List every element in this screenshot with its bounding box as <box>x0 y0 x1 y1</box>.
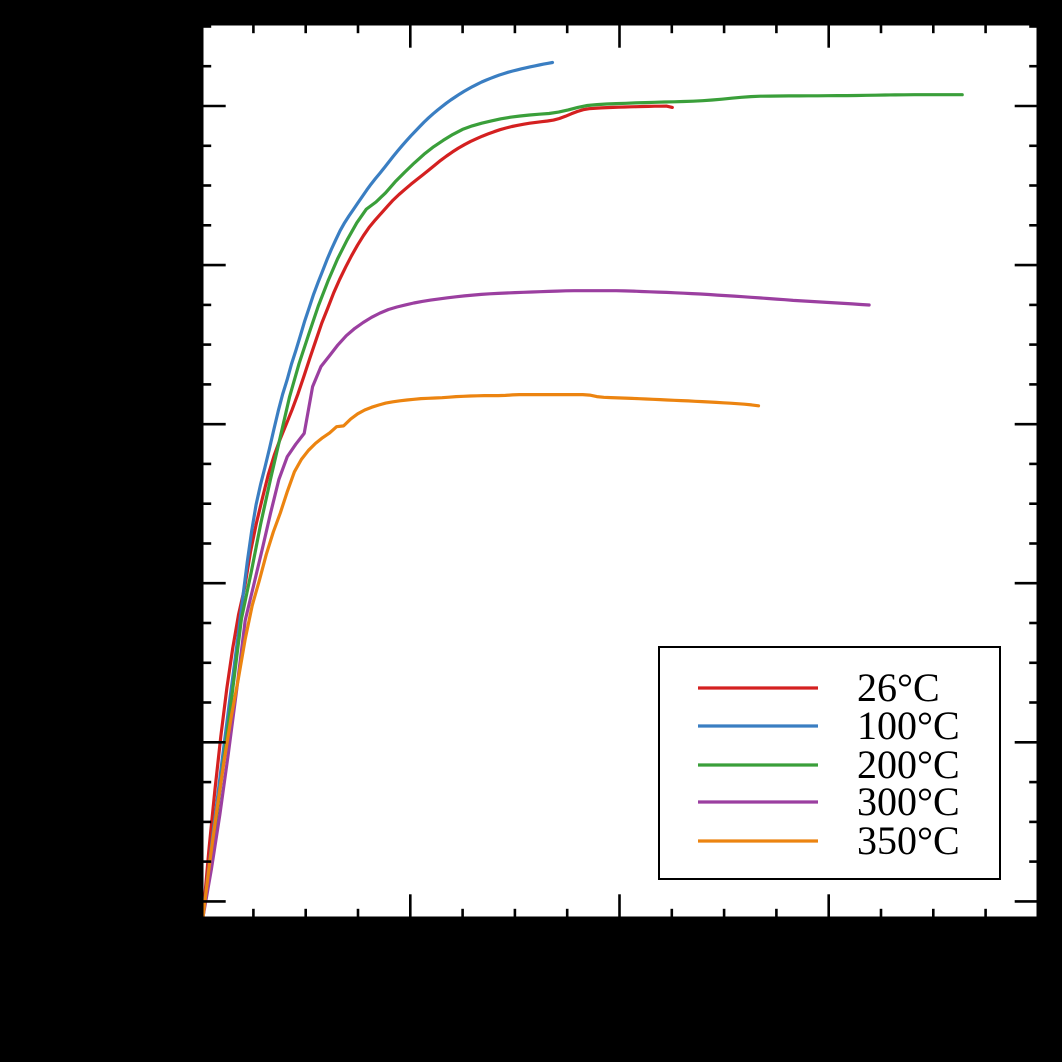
svg-text:350°C: 350°C <box>857 818 960 863</box>
